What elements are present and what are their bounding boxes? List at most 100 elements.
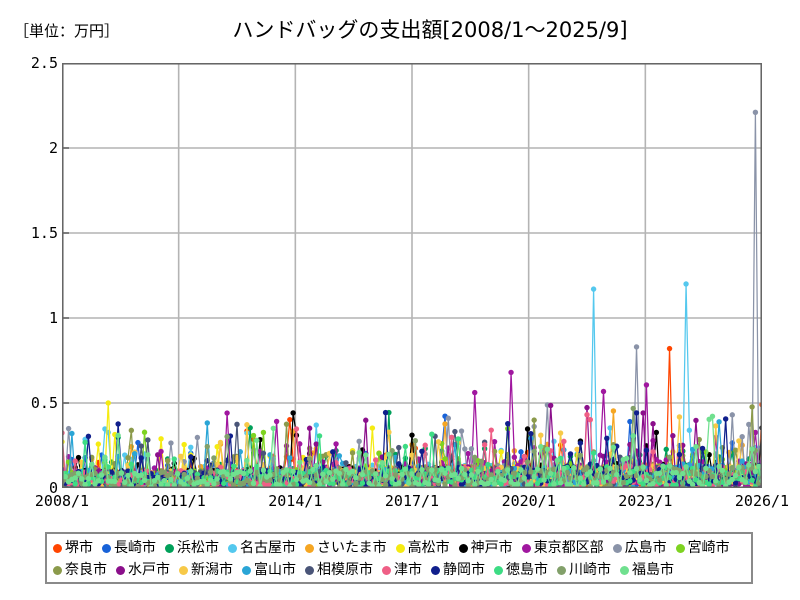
legend-label: 神戸市 xyxy=(470,540,513,556)
legend-item-長崎市[interactable]: 長崎市 xyxy=(102,541,156,555)
series-marker xyxy=(676,451,683,458)
series-marker xyxy=(594,479,600,486)
series-marker xyxy=(686,427,693,433)
legend-label: 宮崎市 xyxy=(687,540,730,556)
series-marker xyxy=(739,458,745,464)
legend-item-浜松市[interactable]: 浜松市 xyxy=(165,541,219,555)
series-marker xyxy=(161,477,168,484)
legend-item-さいたま市[interactable]: さいたま市 xyxy=(305,541,387,555)
legend-item-相模原市[interactable]: 相模原市 xyxy=(305,563,373,577)
legend-label: 相模原市 xyxy=(317,562,373,578)
series-marker xyxy=(158,448,164,455)
legend-item-川崎市[interactable]: 川崎市 xyxy=(557,563,611,577)
series-marker xyxy=(508,369,514,376)
series-marker xyxy=(313,422,319,428)
series-marker xyxy=(478,458,485,465)
series-marker xyxy=(739,434,745,440)
legend-item-静岡市[interactable]: 静岡市 xyxy=(431,563,485,577)
series-marker xyxy=(343,460,349,466)
series-marker xyxy=(640,464,646,470)
series-marker xyxy=(627,418,633,425)
series-marker xyxy=(656,459,663,465)
series-marker xyxy=(402,443,409,450)
series-marker xyxy=(306,479,313,486)
legend-marker-icon xyxy=(494,565,503,575)
series-marker xyxy=(683,464,689,470)
series-marker xyxy=(452,471,458,478)
series-marker xyxy=(756,463,762,470)
series-marker xyxy=(538,432,544,438)
series-marker xyxy=(488,476,494,483)
legend-item-高松市[interactable]: 高松市 xyxy=(395,540,450,556)
series-marker xyxy=(600,388,607,395)
legend-item-堺市[interactable]: 堺市 xyxy=(53,541,93,555)
series-marker xyxy=(514,481,521,487)
series-marker xyxy=(752,468,759,475)
series-marker xyxy=(680,470,686,477)
legend-item-福島市[interactable]: 福島市 xyxy=(620,563,674,577)
series-marker xyxy=(521,475,527,481)
series-marker xyxy=(201,470,207,476)
series-marker xyxy=(330,480,336,487)
series-marker xyxy=(85,433,92,440)
series-marker xyxy=(686,478,693,484)
series-marker xyxy=(194,471,201,478)
legend-label: 川崎市 xyxy=(569,562,611,578)
legend-item-水戸市[interactable]: 水戸市 xyxy=(116,563,170,577)
series-marker xyxy=(640,410,646,416)
legend-item-東京都区部[interactable]: 東京都区部 xyxy=(521,541,604,555)
legend-item-奈良市[interactable]: 奈良市 xyxy=(53,563,107,577)
legend-item-津市[interactable]: 津市 xyxy=(382,563,422,577)
x-tick-2014-1: 2014/1 xyxy=(268,492,323,510)
y-tick-0: 0 xyxy=(48,479,58,497)
series-marker xyxy=(660,463,666,469)
legend-marker-icon xyxy=(458,543,468,553)
legend-item-富山市[interactable]: 富山市 xyxy=(242,563,296,577)
legend-marker-icon xyxy=(179,565,188,575)
chart-title: ハンドバッグの支出額[2008/1～2025/9] xyxy=(232,18,628,42)
legend-item-広島市[interactable]: 広島市 xyxy=(612,541,667,555)
series-canvas xyxy=(62,63,762,488)
series-marker xyxy=(336,453,343,459)
series-marker xyxy=(392,472,399,478)
series-marker xyxy=(273,467,280,474)
series-marker xyxy=(581,481,587,487)
series-marker xyxy=(557,430,564,436)
series-marker xyxy=(283,421,290,427)
series-marker xyxy=(475,468,481,475)
x-tick-2008-1: 2008/1 xyxy=(34,492,90,510)
series-marker xyxy=(386,451,392,458)
series-marker xyxy=(382,409,389,416)
series-marker xyxy=(491,438,498,445)
series-marker xyxy=(676,414,683,420)
y-tick-0-5: 0.5 xyxy=(30,394,58,412)
legend-label: 富山市 xyxy=(254,562,296,578)
series-marker xyxy=(372,457,379,463)
legend-marker-icon xyxy=(612,543,622,553)
series-marker xyxy=(227,476,234,482)
legend-marker-icon xyxy=(53,565,62,575)
legend-label: 高松市 xyxy=(407,540,450,556)
series-marker xyxy=(287,416,293,423)
legend-item-新潟市[interactable]: 新潟市 xyxy=(179,563,233,577)
y-tick-2-5: 2.5 xyxy=(30,54,58,72)
series-marker xyxy=(231,482,237,488)
legend-item-宮崎市[interactable]: 宮崎市 xyxy=(675,540,730,556)
legend-item-徳島市[interactable]: 徳島市 xyxy=(494,563,548,577)
series-marker xyxy=(458,428,465,434)
series-marker xyxy=(643,382,650,388)
series-marker xyxy=(415,481,422,488)
series-marker xyxy=(62,473,68,480)
series-marker xyxy=(363,417,369,423)
series-marker xyxy=(670,433,676,439)
legend-marker-icon xyxy=(305,565,314,575)
legend-item-名古屋市[interactable]: 名古屋市 xyxy=(228,541,296,555)
series-marker xyxy=(297,459,303,466)
series-marker xyxy=(448,479,455,485)
series-marker xyxy=(386,429,392,435)
series-marker xyxy=(382,481,389,488)
legend-item-神戸市[interactable]: 神戸市 xyxy=(458,540,513,556)
series-marker xyxy=(445,415,452,421)
series-marker xyxy=(729,465,735,471)
